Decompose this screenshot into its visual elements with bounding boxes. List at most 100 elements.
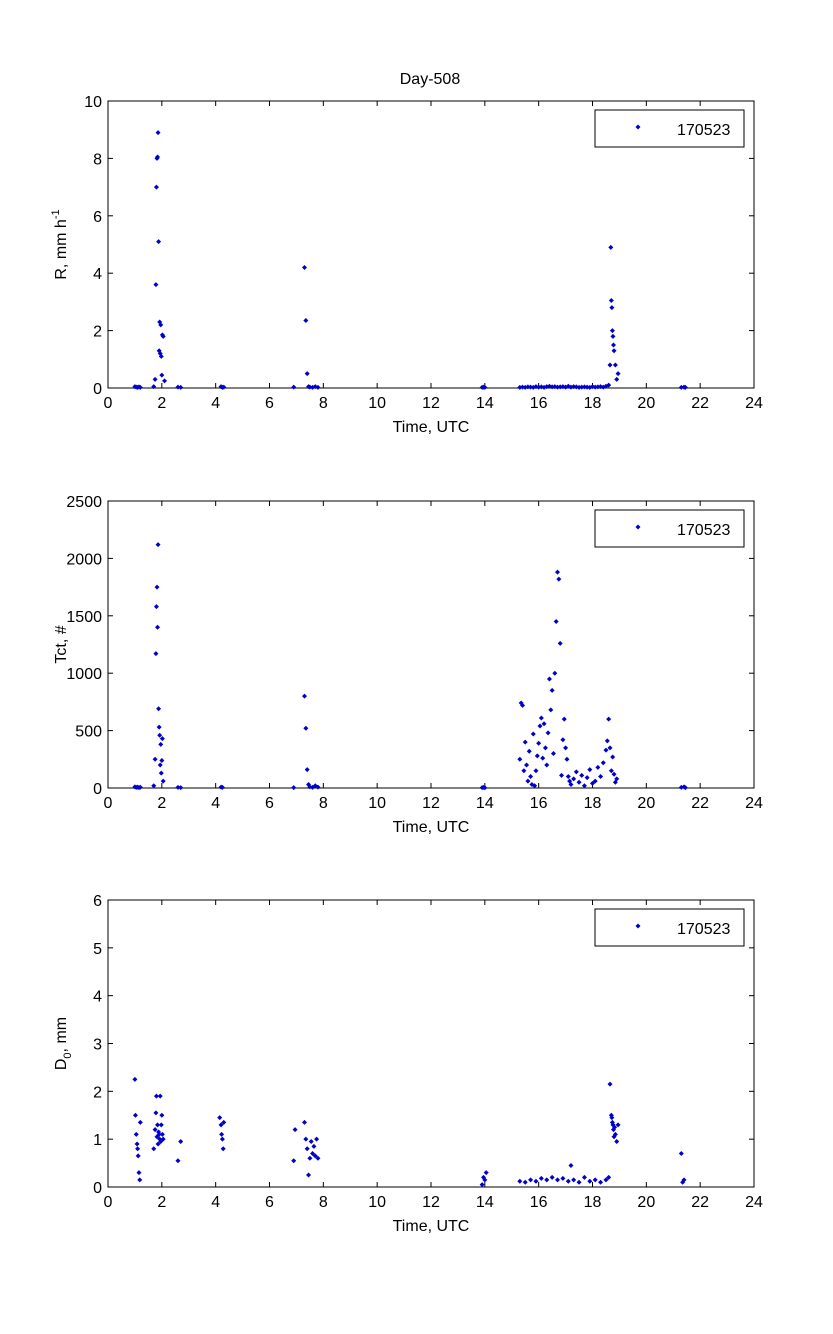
data-point [587, 767, 593, 773]
y-tick-label: 3 [93, 1037, 102, 1054]
chart-panel-2: 0 2 4 6 8 10 12 14 16 18 20 22 240500100015002000250… [53, 494, 763, 836]
data-point [573, 769, 579, 775]
data-point [137, 384, 143, 390]
data-point [158, 322, 164, 328]
y-tick-label: 2 [93, 324, 102, 341]
data-point [557, 640, 563, 646]
legend-marker [635, 124, 641, 130]
data-point [310, 1151, 316, 1157]
data-point [160, 1136, 166, 1142]
data-point [607, 1081, 613, 1087]
data-point [134, 1141, 140, 1147]
data-point [301, 1119, 307, 1125]
data-point [610, 754, 616, 760]
data-point [561, 716, 567, 722]
data-point [135, 1153, 141, 1159]
data-point [555, 1177, 561, 1183]
data-point [218, 1122, 224, 1128]
legend-marker [635, 923, 641, 929]
data-point [308, 1139, 314, 1145]
x-tick-label: 4 [211, 1194, 220, 1211]
data-point [291, 1158, 297, 1164]
data-point [606, 716, 612, 722]
data-point [682, 785, 688, 791]
data-point [304, 767, 310, 773]
data-point [581, 783, 587, 789]
data-point [544, 1177, 550, 1183]
x-tick-label: 18 [584, 1194, 602, 1211]
x-tick-label: 10 [368, 395, 386, 412]
y-tick-label: 8 [93, 151, 102, 168]
data-point [606, 382, 612, 388]
data-point [132, 1076, 138, 1082]
x-axis-label: Time, UTC [393, 819, 470, 836]
data-point [152, 376, 158, 382]
data-point [568, 782, 574, 788]
data-point [155, 154, 161, 160]
data-point [158, 741, 164, 747]
data-point [158, 1122, 164, 1128]
data-point [151, 783, 157, 789]
x-tick-label: 24 [745, 1194, 763, 1211]
legend-label: 170523 [677, 921, 730, 938]
data-point [301, 693, 307, 699]
data-point [559, 772, 565, 778]
data-point [537, 723, 543, 729]
data-point [315, 384, 321, 390]
data-point [538, 1175, 544, 1181]
data-point [610, 342, 616, 348]
y-tick-label: 2500 [66, 494, 102, 511]
y-axis-label: Tct, # [53, 625, 70, 663]
data-point [522, 1179, 528, 1185]
data-point [614, 1139, 620, 1145]
data-point [132, 1112, 138, 1118]
y-tick-label: 6 [93, 209, 102, 226]
data-point [609, 328, 615, 334]
data-point [304, 1146, 310, 1152]
data-point [303, 725, 309, 731]
data-point [301, 264, 307, 270]
data-point [153, 1093, 159, 1099]
data-point [520, 702, 526, 708]
y-tick-label: 0 [93, 781, 102, 798]
x-tick-label: 4 [211, 795, 220, 812]
data-point [565, 774, 571, 780]
data-point [153, 1110, 159, 1116]
data-point [530, 731, 536, 737]
y-tick-label: 0 [93, 381, 102, 398]
x-tick-label: 10 [368, 1194, 386, 1211]
legend-label: 170523 [677, 122, 730, 139]
data-point [555, 569, 561, 575]
data-point [560, 737, 566, 743]
data-point [155, 130, 161, 136]
data-point [545, 730, 551, 736]
data-point [314, 1136, 320, 1142]
data-point [159, 757, 165, 763]
data-point [311, 1143, 317, 1149]
data-point [178, 785, 184, 791]
data-point [603, 747, 609, 753]
data-point [525, 778, 531, 784]
data-point [155, 1141, 161, 1147]
data-point [156, 239, 162, 245]
data-point [524, 762, 530, 768]
data-point [517, 756, 523, 762]
data-point [608, 244, 614, 250]
data-point [153, 184, 159, 190]
data-point [608, 297, 614, 303]
data-point [538, 715, 544, 721]
data-point [611, 771, 617, 777]
data-point [306, 1172, 312, 1178]
x-tick-label: 22 [691, 395, 709, 412]
data-point [152, 1127, 158, 1133]
data-point [536, 740, 542, 746]
data-point [178, 1139, 184, 1145]
data-point [482, 1177, 488, 1183]
data-point [592, 778, 598, 784]
data-point [137, 784, 143, 790]
data-point [158, 353, 164, 359]
x-axis-label: Time, UTC [393, 1218, 470, 1235]
data-point [681, 1177, 687, 1183]
data-point [549, 1174, 555, 1180]
data-point [612, 1131, 618, 1137]
